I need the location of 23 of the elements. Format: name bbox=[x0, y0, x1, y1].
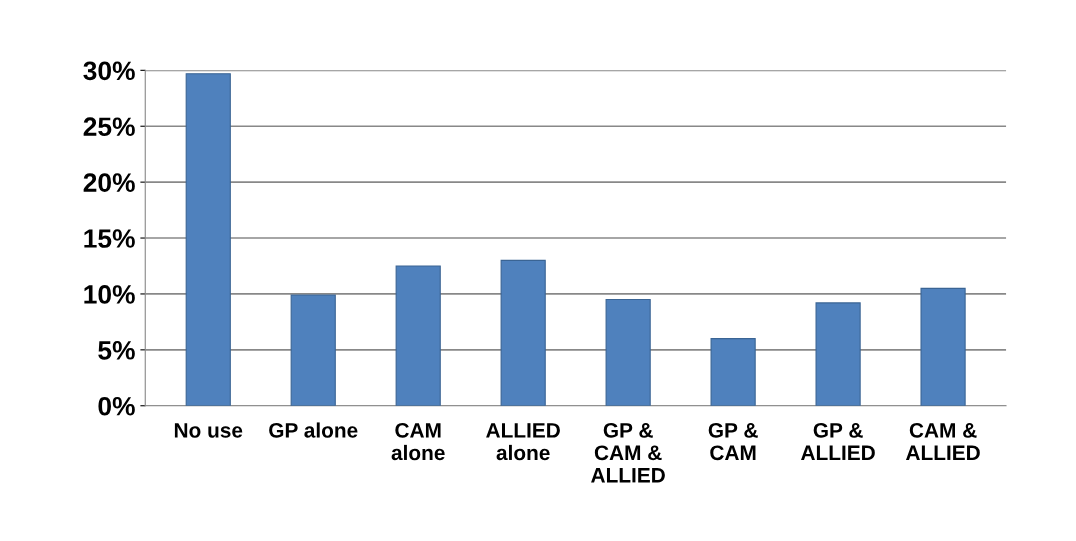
x-tick-label: GP & CAM bbox=[708, 422, 758, 461]
y-tick-label: 15% bbox=[84, 229, 135, 248]
x-tick-label: GP alone bbox=[269, 422, 358, 438]
y-tick-label: 25% bbox=[83, 117, 135, 137]
y-tick-label: 0% bbox=[98, 396, 135, 416]
bar bbox=[290, 294, 336, 406]
bar bbox=[605, 298, 651, 406]
x-tick-label: No use bbox=[174, 423, 243, 438]
y-tick-label: 20% bbox=[83, 173, 135, 192]
x-tick-label: CAM alone bbox=[391, 422, 445, 461]
bar bbox=[185, 73, 231, 406]
bar bbox=[815, 302, 861, 406]
y-tick-label: 5% bbox=[98, 341, 135, 360]
bar bbox=[710, 338, 756, 406]
x-tick-label: GP & ALLIED bbox=[801, 422, 875, 460]
y-tick-label: 30% bbox=[83, 61, 135, 81]
y-tick-label: 10% bbox=[84, 285, 135, 304]
x-tick-label: CAM & ALLIED bbox=[905, 422, 980, 460]
x-tick-label: GP & CAM & ALLIED bbox=[591, 422, 665, 483]
bar bbox=[500, 259, 546, 406]
bar bbox=[920, 287, 966, 406]
x-tick-label: ALLIED alone bbox=[486, 423, 560, 461]
bar bbox=[395, 265, 441, 406]
